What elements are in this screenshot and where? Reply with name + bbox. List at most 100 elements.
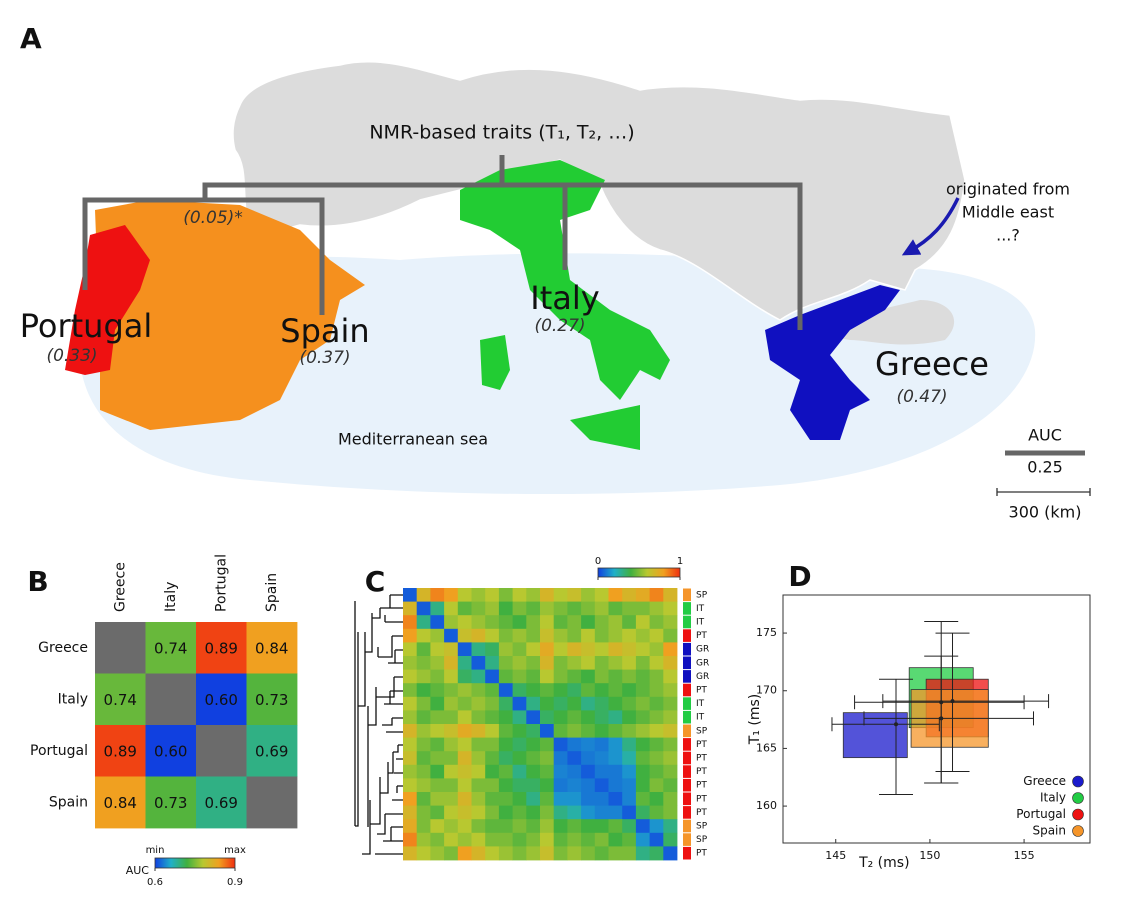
group-bar (683, 629, 691, 642)
heatmap-cell (403, 751, 418, 766)
panel-label: B (27, 565, 48, 598)
heatmap-cell (457, 656, 472, 670)
heatmap-cell (594, 656, 609, 670)
colorbar-end-label: max (224, 845, 246, 856)
heatmap-cell (403, 737, 418, 752)
heatmap-cell (416, 615, 431, 630)
heatmap-cell (608, 764, 623, 779)
colorbar-end-label: min (146, 845, 165, 856)
heatmap-cell (663, 656, 678, 670)
heatmap-cell (444, 710, 459, 725)
heatmap-cell (553, 751, 568, 766)
heatmap-cell (512, 683, 527, 698)
heatmap-cell (512, 642, 527, 657)
heatmap-cell (512, 724, 527, 738)
group-bar (683, 670, 691, 683)
heatmap-cell (145, 725, 197, 777)
legend-label: Portugal (1016, 807, 1066, 821)
heatmap-cell (540, 846, 555, 861)
heatmap-cell (649, 669, 664, 684)
heatmap-cell (485, 751, 500, 766)
tree (202, 182, 803, 330)
heatmap-cell (608, 778, 623, 793)
heatmap-cell (526, 628, 541, 643)
heatmap-cell (430, 792, 445, 806)
heatmap-cell (403, 615, 418, 630)
value-label: 0.74 (104, 691, 137, 709)
heatmap-cell (444, 724, 459, 738)
row-label: SP (696, 822, 708, 832)
heatmap-cell (594, 792, 609, 806)
group-bar (683, 819, 691, 833)
column-label: Portugal (213, 554, 229, 612)
heatmap-cell (567, 764, 582, 779)
row-label: PT (696, 740, 707, 750)
heatmap-cell (567, 846, 582, 861)
heatmap-cell (403, 805, 418, 820)
heatmap-cell (526, 615, 541, 630)
heatmap-cell (403, 669, 418, 684)
heatmap-cell (635, 724, 650, 738)
heatmap-cell (430, 846, 445, 861)
row-label: Greece (38, 640, 88, 656)
heatmap-cell (635, 710, 650, 725)
heatmap-cell (553, 669, 568, 684)
heatmap-cell (663, 819, 678, 834)
heatmap-cell (622, 832, 637, 847)
heatmap-cell (622, 751, 637, 766)
x-axis-label: T₂ (ms) (858, 855, 909, 871)
colorbar (154, 857, 236, 869)
heatmap-cell (553, 805, 568, 820)
heatmap-cell (649, 588, 664, 602)
heatmap-cell (416, 683, 431, 698)
heatmap-cell (594, 601, 609, 616)
row-label: IT (696, 713, 705, 723)
heatmap-cell (608, 710, 623, 725)
heatmap-cell (553, 792, 568, 806)
heatmap-cell (581, 669, 596, 684)
heatmap-cell (635, 764, 650, 779)
row-label: Spain (49, 794, 88, 810)
row-label: SP (696, 590, 708, 600)
mean-point (894, 722, 899, 727)
heatmap-cell (416, 710, 431, 725)
heatmap-cell (635, 642, 650, 657)
heatmap-cell (594, 710, 609, 725)
heatmap-cell (540, 724, 555, 738)
heatmap-cell (622, 696, 637, 711)
row-label: IT (696, 618, 705, 628)
group-bar (683, 724, 691, 738)
group-bar (683, 765, 691, 778)
heatmap-cell (430, 683, 445, 698)
heatmap-cell (457, 628, 472, 643)
heatmap-cell (622, 656, 637, 670)
heatmap-cell (663, 792, 678, 806)
heatmap-cell (485, 642, 500, 657)
heatmap-cell (553, 737, 568, 752)
heatmap-cell (416, 656, 431, 670)
heatmap-cell (622, 710, 637, 725)
heatmap-cell (526, 737, 541, 752)
heatmap-cell (498, 683, 513, 698)
heatmap-cell (581, 601, 596, 616)
heatmap-cell (635, 805, 650, 820)
heatmap-cell (416, 628, 431, 643)
y-tick-label: 175 (756, 626, 777, 639)
panel-label: A (20, 22, 42, 55)
heatmap-cell (594, 832, 609, 847)
heatmap-cell (526, 724, 541, 738)
heatmap-cell (430, 778, 445, 793)
heatmap-cell (608, 628, 623, 643)
heatmap-cell (416, 751, 431, 766)
heatmap-cell (608, 656, 623, 670)
heatmap-cell (457, 683, 472, 698)
heatmap-cell (581, 588, 596, 602)
row-label: PT (696, 754, 707, 764)
heatmap-cell (594, 764, 609, 779)
row-label: Portugal (30, 743, 88, 759)
heatmap-cell (471, 696, 486, 711)
heatmap-cell (567, 832, 582, 847)
heatmap-cell (485, 669, 500, 684)
heatmap-cell (512, 710, 527, 725)
value-label: 0.84 (104, 794, 137, 812)
